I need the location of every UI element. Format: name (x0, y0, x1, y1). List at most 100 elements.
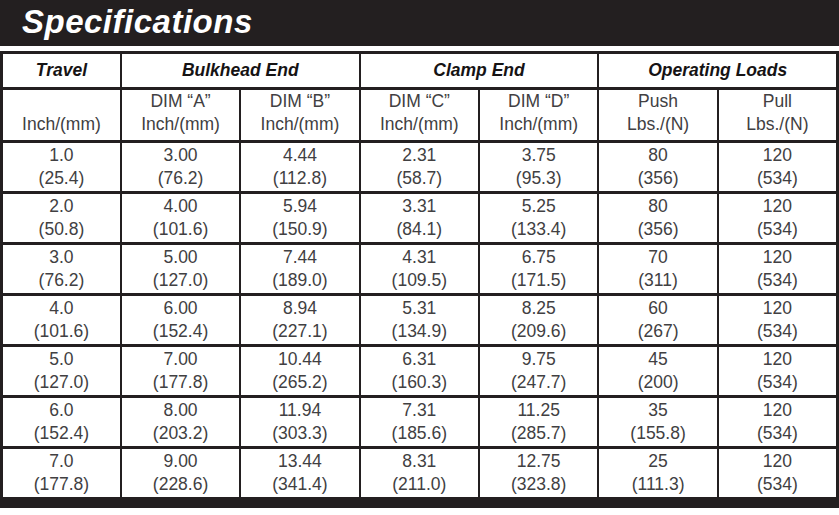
cell-pull: 120(534) (718, 448, 838, 499)
value-inch: 4.44 (241, 144, 358, 167)
cell-travel: 3.0(76.2) (2, 244, 121, 295)
value-inch: 3.75 (480, 144, 597, 167)
cell-travel: 1.0(25.4) (2, 142, 121, 193)
value-mm: (303.3) (241, 422, 358, 445)
value-mm: (112.8) (241, 167, 358, 190)
specifications-table: Travel Bulkhead End Clamp End Operating … (0, 51, 839, 500)
cell-dim-a: 5.00(127.0) (121, 244, 240, 295)
value-inch: 5.25 (480, 195, 597, 218)
value-inch: 9.75 (480, 348, 597, 371)
group-header-bulkhead-end: Bulkhead End (121, 53, 360, 89)
cell-pull: 120(534) (718, 142, 838, 193)
value-inch: 8.94 (241, 297, 358, 320)
value-mm: (189.0) (241, 269, 358, 292)
sub-header-dim-c: DIM “C” Inch/(mm) (360, 89, 479, 142)
cell-dim-b: 8.94(227.1) (240, 295, 359, 346)
value-n: (534) (719, 167, 836, 190)
cell-dim-d: 9.75(247.7) (479, 346, 598, 397)
cell-push: 80(356) (598, 142, 717, 193)
cell-dim-a: 8.00(203.2) (121, 397, 240, 448)
value-n: (155.8) (599, 422, 716, 445)
value-inch: 7.0 (3, 450, 120, 473)
cell-dim-b: 4.44(112.8) (240, 142, 359, 193)
cell-dim-a: 6.00(152.4) (121, 295, 240, 346)
cell-dim-c: 5.31(134.9) (360, 295, 479, 346)
sub-header-line1: DIM “B” (241, 90, 358, 113)
sub-header-travel: Inch/(mm) (2, 89, 121, 142)
value-inch: 5.00 (122, 246, 239, 269)
value-mm: (152.4) (3, 422, 120, 445)
table-row: 6.0(152.4) 8.00(203.2) 11.94(303.3) 7.31… (2, 397, 838, 448)
value-inch: 2.0 (3, 195, 120, 218)
cell-dim-d: 5.25(133.4) (479, 193, 598, 244)
table-row: 2.0(50.8) 4.00(101.6) 5.94(150.9) 3.31(8… (2, 193, 838, 244)
cell-dim-b: 5.94(150.9) (240, 193, 359, 244)
cell-dim-b: 10.44(265.2) (240, 346, 359, 397)
sub-header-line1: Pull (719, 90, 836, 113)
sub-header-line2: Inch/(mm) (480, 113, 597, 136)
cell-pull: 120(534) (718, 295, 838, 346)
value-mm: (127.0) (3, 371, 120, 394)
value-inch: 10.44 (241, 348, 358, 371)
value-n: (356) (599, 167, 716, 190)
cell-dim-c: 4.31(109.5) (360, 244, 479, 295)
sub-header-line1: DIM “C” (361, 90, 478, 113)
table-row: 1.0(25.4) 3.00(76.2) 4.44(112.8) 2.31(58… (2, 142, 838, 193)
group-header-operating-loads: Operating Loads (598, 53, 837, 89)
value-mm: (177.8) (3, 473, 120, 496)
sub-header-row: Inch/(mm) DIM “A” Inch/(mm) DIM “B” Inch… (2, 89, 838, 142)
sub-header-dim-a: DIM “A” Inch/(mm) (121, 89, 240, 142)
value-mm: (211.0) (361, 473, 478, 496)
value-n: (534) (719, 269, 836, 292)
value-lbs: 60 (599, 297, 716, 320)
value-lbs: 120 (719, 297, 836, 320)
sub-header-line2: Inch/(mm) (122, 113, 239, 136)
sub-header-line1: DIM “A” (122, 90, 239, 113)
value-n: (534) (719, 422, 836, 445)
value-mm: (265.2) (241, 371, 358, 394)
table-row: 5.0(127.0) 7.00(177.8) 10.44(265.2) 6.31… (2, 346, 838, 397)
value-inch: 6.75 (480, 246, 597, 269)
value-mm: (247.7) (480, 371, 597, 394)
cell-dim-a: 9.00(228.6) (121, 448, 240, 499)
value-inch: 13.44 (241, 450, 358, 473)
sub-header-line2: Lbs./(N) (599, 113, 716, 136)
cell-push: 80(356) (598, 193, 717, 244)
cell-dim-a: 3.00(76.2) (121, 142, 240, 193)
cell-dim-a: 4.00(101.6) (121, 193, 240, 244)
cell-dim-d: 3.75(95.3) (479, 142, 598, 193)
group-header-row: Travel Bulkhead End Clamp End Operating … (2, 53, 838, 89)
value-n: (534) (719, 371, 836, 394)
cell-travel: 6.0(152.4) (2, 397, 121, 448)
table-row: 4.0(101.6) 6.00(152.4) 8.94(227.1) 5.31(… (2, 295, 838, 346)
value-mm: (152.4) (122, 320, 239, 343)
sub-header-dim-d: DIM “D” Inch/(mm) (479, 89, 598, 142)
table-row: 7.0(177.8) 9.00(228.6) 13.44(341.4) 8.31… (2, 448, 838, 499)
value-lbs: 120 (719, 399, 836, 422)
cell-dim-c: 6.31(160.3) (360, 346, 479, 397)
value-mm: (177.8) (122, 371, 239, 394)
cell-pull: 120(534) (718, 193, 838, 244)
value-inch: 7.44 (241, 246, 358, 269)
value-inch: 4.00 (122, 195, 239, 218)
cell-travel: 5.0(127.0) (2, 346, 121, 397)
value-mm: (171.5) (480, 269, 597, 292)
value-mm: (150.9) (241, 218, 358, 241)
sub-header-line2: Inch/(mm) (241, 113, 358, 136)
sub-header-line2: Lbs./(N) (719, 113, 836, 136)
value-mm: (341.4) (241, 473, 358, 496)
value-mm: (25.4) (3, 167, 120, 190)
value-n: (311) (599, 269, 716, 292)
value-mm: (76.2) (122, 167, 239, 190)
value-n: (534) (719, 218, 836, 241)
sub-header-line2: Inch/(mm) (3, 113, 120, 136)
cell-pull: 120(534) (718, 346, 838, 397)
value-lbs: 45 (599, 348, 716, 371)
value-mm: (160.3) (361, 371, 478, 394)
cell-dim-a: 7.00(177.8) (121, 346, 240, 397)
value-inch: 8.31 (361, 450, 478, 473)
value-inch: 5.94 (241, 195, 358, 218)
value-inch: 3.0 (3, 246, 120, 269)
value-inch: 11.94 (241, 399, 358, 422)
cell-pull: 120(534) (718, 397, 838, 448)
